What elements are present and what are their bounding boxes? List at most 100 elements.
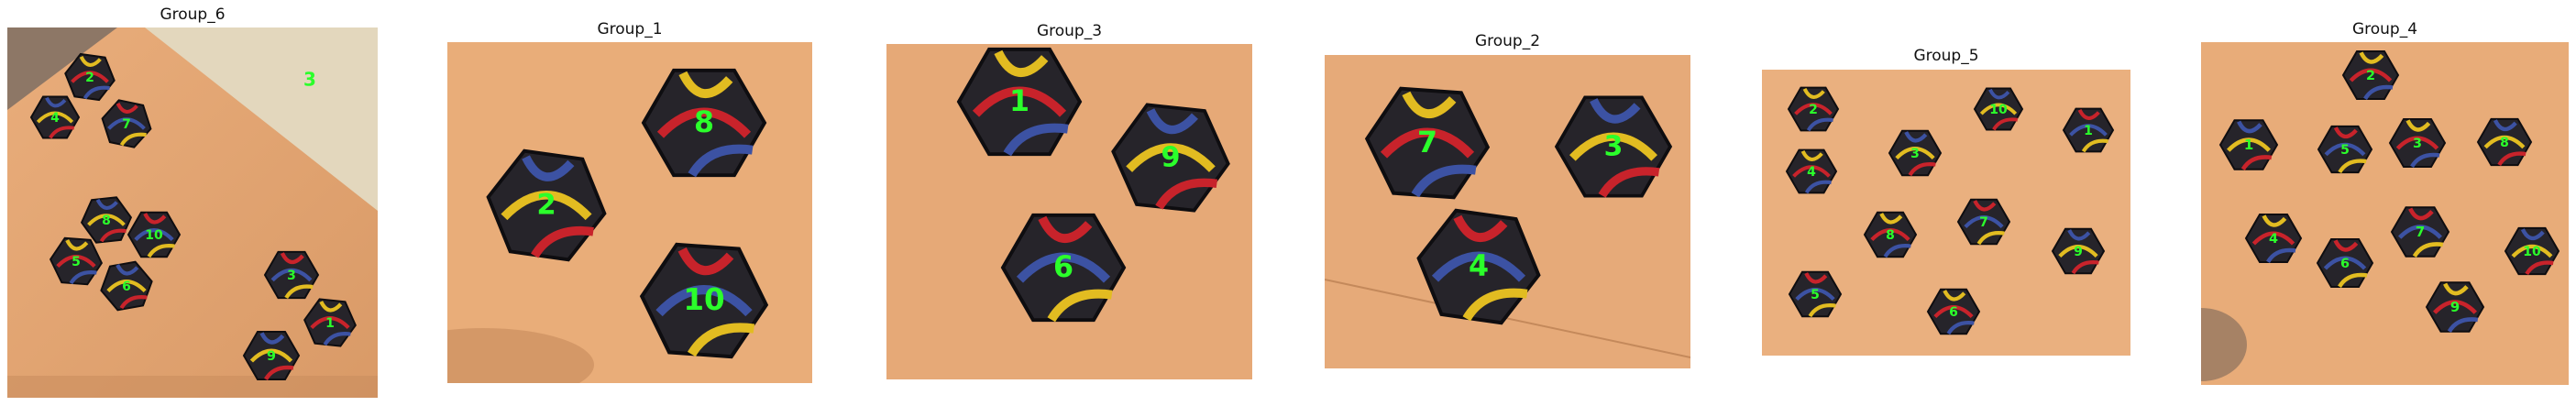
hex-tile: 8 xyxy=(1863,211,1918,258)
panel-group-4: Group_4 2 1 5 3 8 7 4 10 6 9 xyxy=(2201,0,2569,406)
photo-canvas: 2 4 7 3 8 10 5 6 3 1 9 xyxy=(7,27,378,398)
tile-track-curve xyxy=(1431,251,1526,282)
hex-tile: 2 xyxy=(64,52,116,102)
hex-tile: 10 xyxy=(127,211,182,258)
tile-track-corner xyxy=(1155,178,1218,210)
tile-track-curve xyxy=(1979,103,2018,115)
tile-track-corner xyxy=(119,295,148,310)
photo-canvas: 2 10 1 4 3 7 8 9 5 6 xyxy=(1762,70,2130,356)
tile-track-arc xyxy=(994,49,1049,78)
tile-track-corner xyxy=(119,132,147,147)
tile-label: 4 xyxy=(1469,250,1489,283)
panel-group-6: Group_6 2 4 7 3 8 10 5 6 3 1 9 xyxy=(7,0,378,406)
tile-track-corner xyxy=(1047,289,1113,323)
tile-track-arc xyxy=(2359,51,2384,64)
tile-track-curve xyxy=(1380,127,1475,159)
tile-track-curve xyxy=(2069,124,2108,137)
tile-track-corner xyxy=(2447,317,2479,333)
tile-track-arc xyxy=(2493,119,2517,132)
tile-track-corner xyxy=(2497,151,2526,167)
tile-track-arc xyxy=(116,102,138,114)
tile-label: 1 xyxy=(2084,124,2093,138)
tile-track-corner xyxy=(99,228,127,243)
tile-track-curve xyxy=(1895,147,1935,160)
tile-track-corner xyxy=(2412,242,2444,258)
tile-label: 2 xyxy=(85,71,94,85)
tile-track-corner xyxy=(1808,303,1836,318)
tile-track-arc xyxy=(2067,229,2091,241)
tile-track-arc xyxy=(677,247,734,276)
tile-layer: 8 2 10 xyxy=(486,68,769,359)
tile-track-curve xyxy=(2323,256,2367,270)
hex-tile: 7 xyxy=(2390,206,2450,258)
tile-track-arc xyxy=(2077,108,2100,120)
tile-track-corner xyxy=(2525,260,2554,276)
tile-label: 3 xyxy=(2413,137,2422,151)
panel-group-1: Group_1 8 2 10 xyxy=(447,0,812,406)
tile-label: 4 xyxy=(50,111,60,126)
tile-label: 5 xyxy=(1811,288,1820,302)
hex-tile: 7 xyxy=(1956,198,2011,246)
shadow-bottom xyxy=(7,376,378,398)
tile-track-corner xyxy=(2266,247,2296,264)
hex-tile: 10 xyxy=(2504,226,2560,276)
tile-photo: 7 3 4 xyxy=(1325,55,1690,368)
tile-track-corner xyxy=(1946,321,1975,335)
tile-label: 10 xyxy=(2523,245,2541,259)
tile-track-arc xyxy=(1453,214,1508,243)
tile-track-curve xyxy=(1795,288,1835,302)
tile-track-arc xyxy=(2443,282,2469,296)
hex-tile: 5 xyxy=(1788,270,1843,318)
tile-track-corner xyxy=(1462,288,1528,322)
table-edge xyxy=(1325,279,1690,358)
hex-tile: 3 xyxy=(263,250,320,300)
tile-track-arc xyxy=(1973,200,1997,212)
tile-track-arc xyxy=(1038,215,1093,244)
tile-track-curve xyxy=(1794,103,1833,115)
tile-track-arc xyxy=(1802,87,1825,99)
hex-tile: 6 xyxy=(1926,288,1981,335)
tile-track-arc xyxy=(2333,239,2359,252)
tile-track-curve xyxy=(2398,225,2442,239)
tile-track-arc xyxy=(280,252,304,265)
tile-track-corner xyxy=(284,284,314,300)
tile-track-corner xyxy=(264,365,294,381)
tile-track-curve xyxy=(87,214,126,226)
tile-label: 2 xyxy=(1809,103,1818,117)
tile-track-corner xyxy=(1003,123,1069,157)
tile-track-arc xyxy=(2520,228,2545,241)
tile-track-arc xyxy=(2262,214,2287,227)
tile-track-arc xyxy=(522,155,575,181)
tile-layer: 2 1 5 3 8 7 4 10 6 9 xyxy=(2218,50,2560,333)
tile-label: 6 xyxy=(122,280,131,294)
panel-title: Group_4 xyxy=(2351,20,2418,38)
tile-label: 8 xyxy=(2500,136,2509,150)
panel-group-2: Group_2 7 3 4 xyxy=(1325,0,1690,406)
tile-track-corner xyxy=(2410,152,2440,169)
tile-track-corner xyxy=(49,126,75,139)
tile-label: 4 xyxy=(2269,232,2278,247)
hex-tile: 9 xyxy=(2051,227,2106,275)
cloth-background xyxy=(145,27,378,211)
panel-group-5: Group_5 2 10 1 4 3 7 8 9 5 6 xyxy=(1762,0,2130,406)
tile-track-arc xyxy=(1146,108,1198,135)
panel-title: Group_1 xyxy=(597,20,663,38)
tile-track-curve xyxy=(1964,215,2004,229)
shadow-corner xyxy=(7,27,117,110)
hex-tile: 2 xyxy=(1787,86,1840,132)
tile-track-corner xyxy=(2338,272,2368,289)
photo-canvas: 1 9 6 xyxy=(886,44,1252,379)
panel-title: Group_3 xyxy=(1036,22,1103,40)
tile-track-arc xyxy=(95,198,118,210)
tile-label: 3 xyxy=(1604,131,1624,163)
tile-track-corner xyxy=(688,323,755,357)
tile-label: 2 xyxy=(536,190,556,222)
tile-track-corner xyxy=(1806,117,1833,132)
tile-track-curve xyxy=(2433,300,2477,314)
tile-label: 8 xyxy=(1886,228,1895,243)
hex-tile: 10 xyxy=(639,242,769,359)
tile-label: 6 xyxy=(1053,251,1073,284)
tile-label: 1 xyxy=(2244,137,2253,153)
tile-track-corner xyxy=(323,332,351,346)
tile-track-curve xyxy=(107,117,146,130)
